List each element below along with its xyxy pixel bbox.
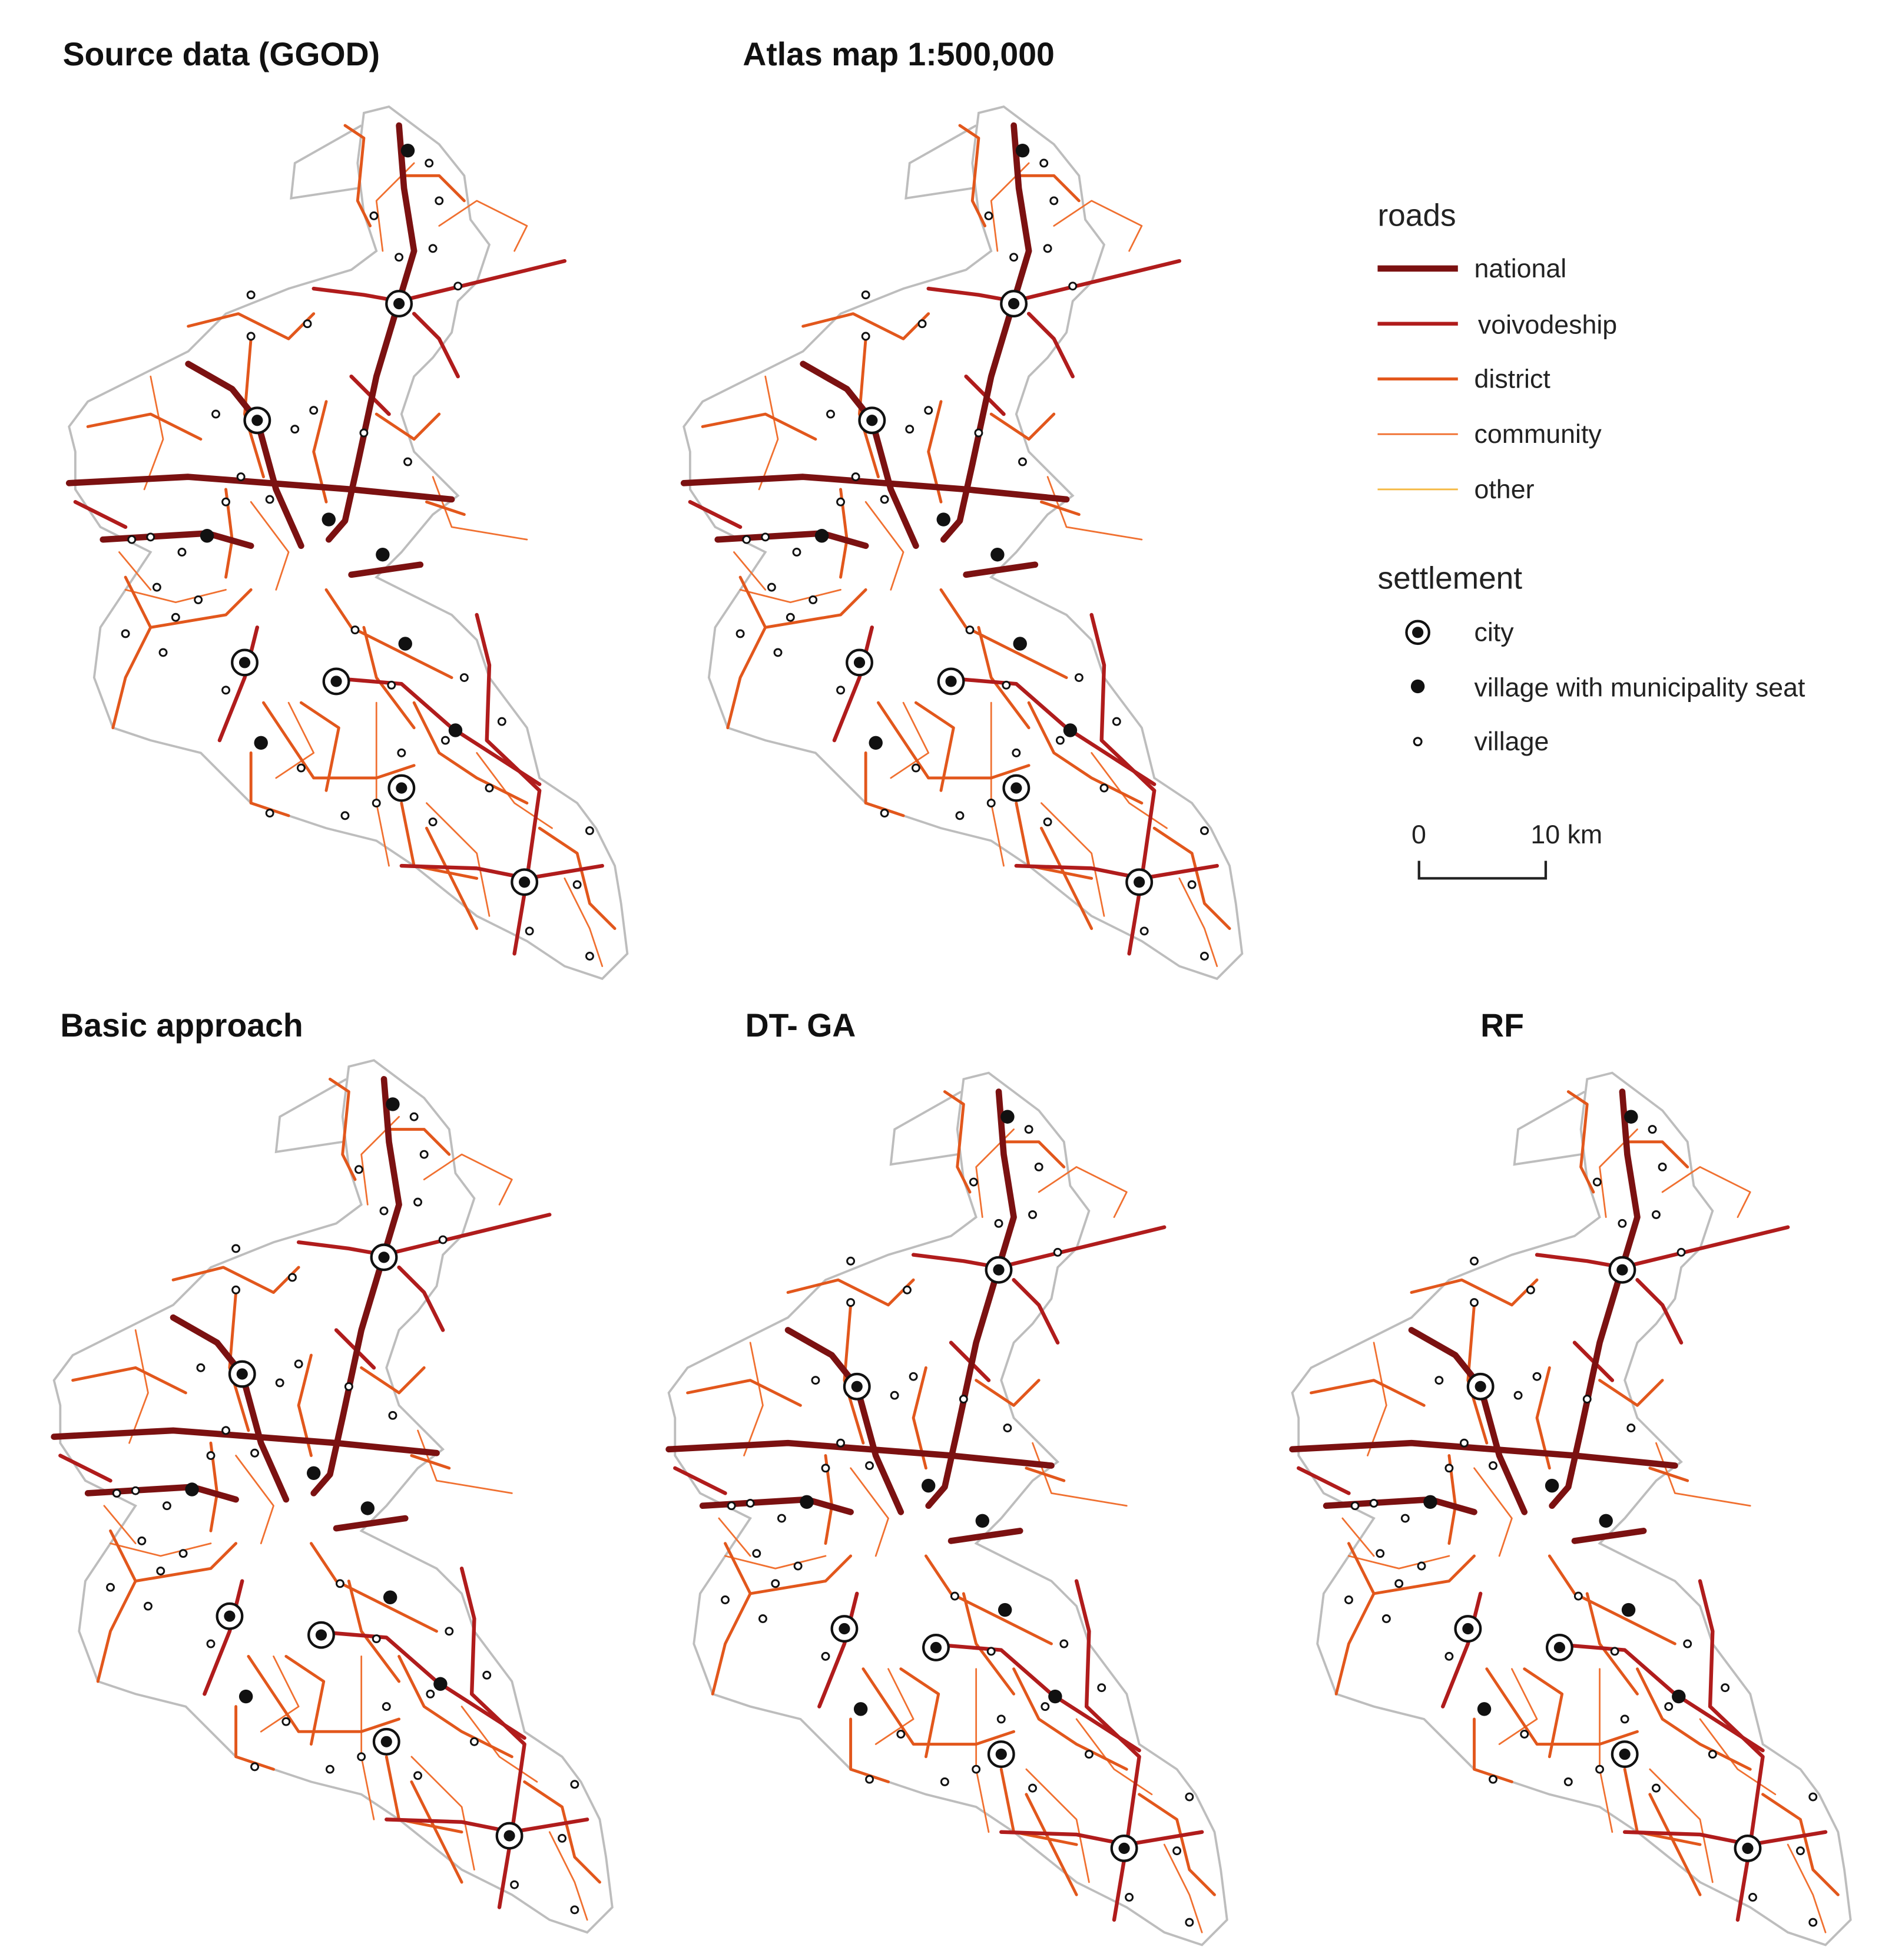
legend-label: city (1475, 618, 1515, 647)
legend-label: national (1475, 254, 1567, 283)
legend: roads national voivodeship district comm… (1377, 198, 1805, 880)
scale-label: 10 km (1530, 820, 1602, 849)
panel-title: Basic approach (60, 1007, 303, 1044)
legend-label: voivodeship (1478, 310, 1617, 340)
legend-label: village with municipality seat (1475, 673, 1805, 702)
scale-bar (1417, 860, 1548, 880)
legend-symbol (1412, 627, 1424, 638)
legend-symbol (1413, 737, 1423, 747)
map-panel (1293, 1073, 1851, 1945)
panel-title: Source data (GGOD) (63, 36, 380, 72)
map-panel (684, 107, 1242, 979)
scale-label: 0 (1412, 820, 1426, 849)
map-panel (669, 1073, 1227, 1945)
legend-heading: roads (1377, 198, 1456, 233)
legend-label: other (1475, 475, 1535, 504)
legend-label: community (1475, 419, 1602, 449)
legend-heading: settlement (1377, 561, 1522, 595)
legend-label: district (1475, 364, 1551, 393)
map-panel (69, 107, 627, 979)
legend-symbol (1410, 679, 1425, 694)
panel-title: DT- GA (745, 1007, 856, 1044)
map-panel (54, 1060, 612, 1932)
panel-title: RF (1480, 1007, 1524, 1044)
panel-title: Atlas map 1:500,000 (743, 36, 1054, 72)
legend-label: village (1475, 727, 1549, 756)
